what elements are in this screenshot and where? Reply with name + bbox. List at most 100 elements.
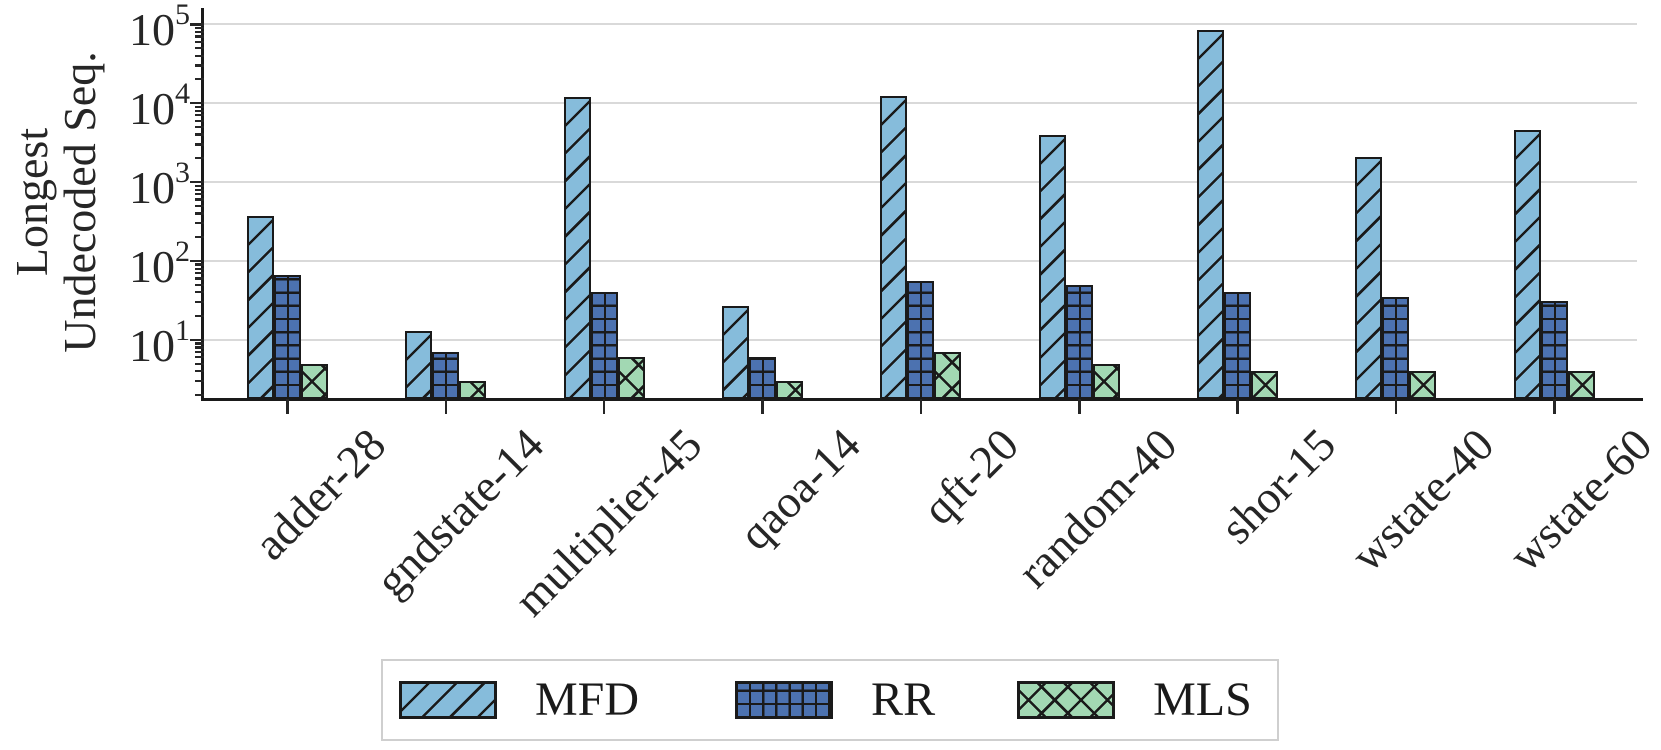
y-minor-tick <box>195 301 204 304</box>
legend-swatch-rr <box>735 681 834 719</box>
y-axis-spine <box>201 8 204 401</box>
x-tick-adder-28 <box>286 399 289 414</box>
legend-item-mfd: MFD <box>399 674 639 726</box>
bar-mfd-random-40 <box>1038 134 1066 399</box>
x-tick-label-shor-15: shor-15 <box>1210 418 1346 554</box>
bar-mls-qft-20 <box>934 352 962 399</box>
bar-mls-multiplier-45 <box>617 357 645 399</box>
bar-mfd-gndstate-14 <box>405 330 433 399</box>
y-minor-tick <box>195 188 204 191</box>
y-minor-tick <box>195 35 204 38</box>
y-minor-tick <box>195 193 204 196</box>
y-minor-tick <box>195 277 204 280</box>
legend: MFD RR MLS <box>381 659 1279 741</box>
y-minor-tick <box>195 212 204 215</box>
y-minor-tick <box>195 362 204 365</box>
y-minor-tick <box>195 184 204 187</box>
y-minor-tick <box>195 125 204 128</box>
bar-rr-wstate-60 <box>1540 301 1568 399</box>
y-minor-tick <box>195 222 204 225</box>
gridline-10e4 <box>203 101 1637 105</box>
y-minor-tick <box>195 267 204 270</box>
y-minor-tick <box>195 64 204 67</box>
bar-rr-gndstate-14 <box>432 352 460 399</box>
legend-item-mls: MLS <box>1017 674 1252 726</box>
y-major-tick-10e1 <box>190 338 204 342</box>
gridline-10e5 <box>203 23 1637 26</box>
gridline-10e2 <box>203 259 1637 263</box>
bar-mfd-wstate-40 <box>1355 156 1383 399</box>
bar-rr-qft-20 <box>907 280 935 399</box>
legend-item-rr: RR <box>735 674 935 726</box>
y-minor-tick <box>195 204 204 207</box>
y-major-tick-10e2 <box>190 259 204 263</box>
y-major-tick-10e5 <box>190 22 204 26</box>
y-minor-tick <box>195 157 204 160</box>
x-tick-multiplier-45 <box>602 399 606 414</box>
y-axis-label: Longest Undecoded Seq. <box>6 51 105 353</box>
y-minor-tick <box>195 143 204 146</box>
bar-mfd-adder-28 <box>247 216 274 399</box>
gridline-10e3 <box>203 180 1637 184</box>
x-tick-label-qaoa-14: qaoa-14 <box>729 418 871 560</box>
bar-mls-qaoa-14 <box>776 381 804 399</box>
y-minor-tick <box>195 356 204 359</box>
bar-mfd-qft-20 <box>880 95 908 399</box>
plot-area <box>203 8 1637 399</box>
y-minor-tick <box>195 350 204 354</box>
x-tick-gndstate-14 <box>444 399 448 414</box>
y-minor-tick <box>195 119 204 122</box>
y-minor-tick <box>195 236 204 239</box>
y-minor-tick <box>195 291 204 294</box>
bar-mfd-multiplier-45 <box>563 96 591 399</box>
y-minor-tick <box>195 342 204 345</box>
y-minor-tick <box>195 40 204 43</box>
bar-mls-gndstate-14 <box>459 381 487 399</box>
y-major-tick-10e4 <box>190 101 204 105</box>
y-minor-tick <box>195 30 204 33</box>
y-minor-tick <box>195 54 204 57</box>
y-minor-tick <box>195 380 204 383</box>
x-axis-spine <box>203 398 1643 401</box>
x-tick-label-wstate-60: wstate-60 <box>1499 418 1661 582</box>
bar-mfd-wstate-60 <box>1513 129 1541 399</box>
y-tick-label-10e4: 104 <box>129 77 191 135</box>
y-minor-tick <box>195 26 204 29</box>
y-minor-tick <box>195 78 204 81</box>
legend-label-mfd: MFD <box>535 673 640 726</box>
bar-rr-multiplier-45 <box>590 292 618 399</box>
bar-rr-wstate-40 <box>1382 296 1410 399</box>
bar-mls-random-40 <box>1092 363 1120 399</box>
y-major-tick-10e3 <box>190 180 204 184</box>
bar-mfd-shor-15 <box>1197 29 1225 399</box>
y-minor-tick <box>195 346 204 349</box>
legend-label-mls: MLS <box>1153 673 1252 726</box>
y-minor-tick <box>195 114 204 117</box>
y-tick-label-10e5: 105 <box>129 0 191 56</box>
bar-rr-shor-15 <box>1224 292 1252 399</box>
y-minor-tick <box>195 198 204 201</box>
y-minor-tick <box>195 393 204 397</box>
x-tick-wstate-60 <box>1553 399 1556 414</box>
legend-label-rr: RR <box>871 673 936 726</box>
bar-rr-qaoa-14 <box>749 357 777 399</box>
y-tick-label-10e2: 102 <box>129 235 191 293</box>
legend-swatch-mls <box>1017 681 1116 719</box>
bar-rr-adder-28 <box>274 274 301 399</box>
y-tick-label-10e3: 103 <box>129 156 191 214</box>
legend-swatch-mfd <box>399 681 497 719</box>
y-axis-label-line2: Undecoded Seq. <box>54 51 105 353</box>
y-minor-tick <box>195 105 204 108</box>
y-axis-label-line1: Longest <box>6 127 57 277</box>
x-tick-label-wstate-40: wstate-40 <box>1341 418 1504 582</box>
x-tick-qft-20 <box>919 399 923 414</box>
x-tick-random-40 <box>1077 399 1081 414</box>
y-minor-tick <box>195 370 204 373</box>
y-minor-tick <box>195 46 204 50</box>
bar-mls-wstate-40 <box>1409 371 1437 399</box>
y-minor-tick <box>195 283 204 286</box>
x-tick-wstate-40 <box>1394 399 1398 414</box>
bar-rr-random-40 <box>1065 285 1093 399</box>
y-minor-tick <box>195 263 204 266</box>
